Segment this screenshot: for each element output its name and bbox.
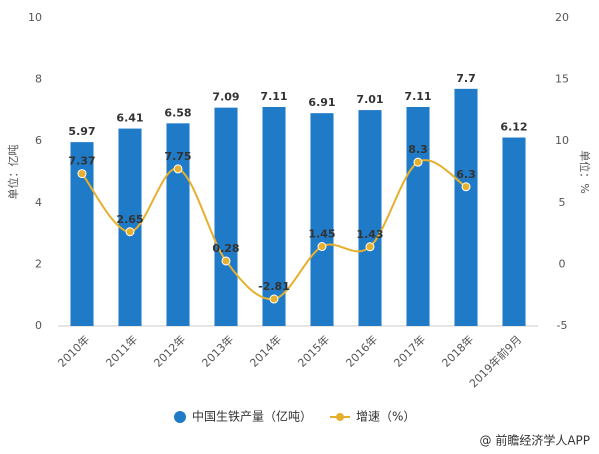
value-label: 6.58 <box>164 106 191 119</box>
source: @ 前瞻经济学人APP <box>480 433 591 448</box>
y2-tick-label: -5 <box>557 319 568 332</box>
value-label: 7.09 <box>212 91 239 104</box>
value-label: 6.41 <box>116 112 143 125</box>
legend-label: 增速（%） <box>356 410 415 424</box>
line-point <box>173 164 183 174</box>
y-axis-label: 单位：亿吨 <box>6 145 20 200</box>
bar <box>406 107 430 327</box>
y-tick-label: 2 <box>35 257 42 270</box>
x-tick-label: 2014年 <box>247 332 284 369</box>
value-label: 1.45 <box>308 228 335 241</box>
x-tick-label: 2011年 <box>103 332 140 369</box>
line-point <box>269 294 279 304</box>
y2-tick-label: 5 <box>559 196 566 209</box>
x-tick-label: 2017年 <box>391 332 428 369</box>
y2-tick-label: 0 <box>559 257 566 270</box>
value-label: 5.97 <box>68 125 95 138</box>
value-label: 7.75 <box>164 150 191 163</box>
legend-marker <box>174 411 186 423</box>
line-point <box>221 256 231 266</box>
value-label: -2.81 <box>258 280 290 293</box>
line-point <box>413 157 423 167</box>
y-tick-label: 10 <box>28 11 42 24</box>
line-point <box>461 182 471 192</box>
line-point <box>77 169 87 179</box>
value-label: 6.12 <box>500 121 527 134</box>
y-tick-label: 8 <box>35 73 42 86</box>
y2-tick-label: 20 <box>555 11 569 24</box>
bar <box>502 137 526 326</box>
line-point <box>365 242 375 252</box>
value-label: 2.65 <box>116 213 143 226</box>
value-label: 0.28 <box>212 242 239 255</box>
x-tick-label: 2012年 <box>151 332 188 369</box>
value-label: 1.43 <box>356 228 383 241</box>
bar <box>70 142 94 326</box>
y-tick-label: 0 <box>35 319 42 332</box>
y2-tick-label: 10 <box>555 134 569 147</box>
bar <box>358 110 382 326</box>
x-tick-label: 2013年 <box>199 332 236 369</box>
bar <box>454 88 478 326</box>
bar <box>214 107 238 327</box>
value-label: 7.7 <box>456 72 476 85</box>
x-tick-label: 2016年 <box>343 332 380 369</box>
line-point <box>125 227 135 237</box>
y-tick-label: 4 <box>35 196 42 209</box>
line-point <box>317 242 327 252</box>
legend-label: 中国生铁产量（亿吨） <box>192 409 312 424</box>
value-label: 7.01 <box>356 93 383 106</box>
value-label: 6.91 <box>308 96 335 109</box>
value-label: 8.3 <box>408 143 428 156</box>
x-tick-label: 2010年 <box>55 332 92 369</box>
y2-axis-label: 单位：% <box>578 150 592 193</box>
bar <box>262 107 286 327</box>
bar <box>310 113 334 326</box>
x-tick-label: 2015年 <box>295 332 332 369</box>
legend-marker <box>336 413 344 421</box>
value-label: 7.11 <box>404 90 431 103</box>
x-tick-label: 2018年 <box>439 332 476 369</box>
value-label: 7.37 <box>68 155 95 168</box>
y2-tick-label: 15 <box>555 73 569 86</box>
value-label: 6.3 <box>456 168 476 181</box>
y-tick-label: 6 <box>35 134 42 147</box>
value-label: 7.11 <box>260 90 287 103</box>
